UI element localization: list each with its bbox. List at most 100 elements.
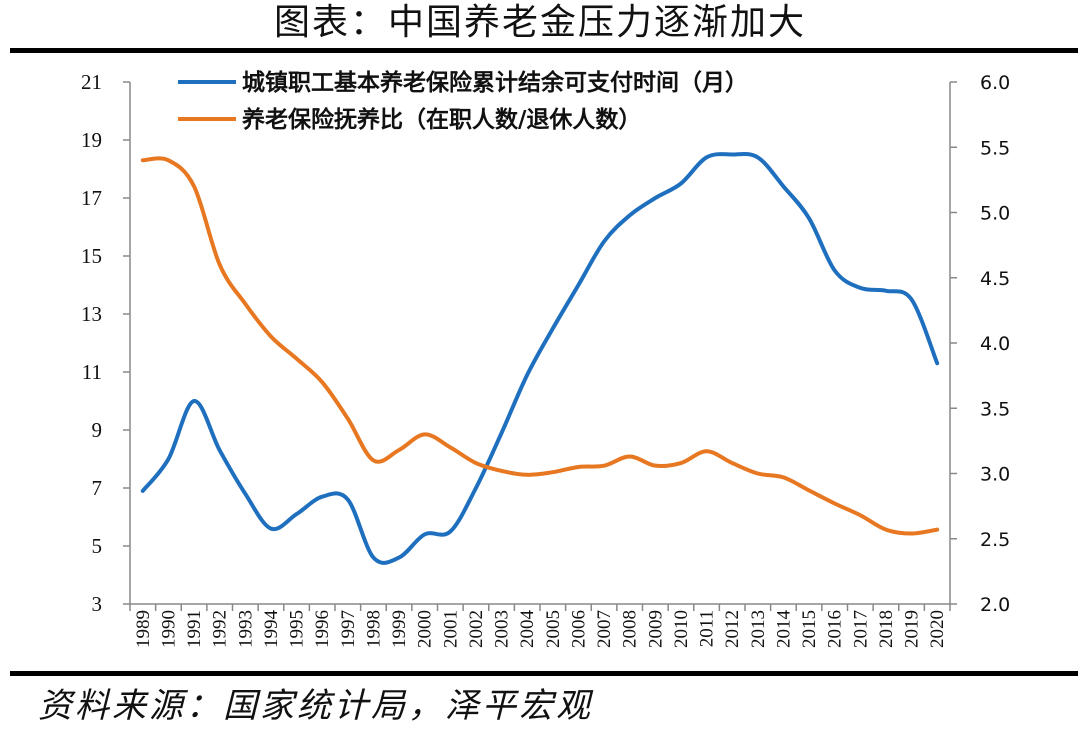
legend-label-2: 养老保险抚养比（在职人数/退休人数） — [241, 106, 641, 133]
chart-legend: 城镇职工基本养老保险累计结余可支付时间（月） 养老保险抚养比（在职人数/退休人数） — [178, 69, 748, 133]
dependency-ratio-point — [295, 357, 299, 361]
x-tick-label: 2015 — [799, 610, 820, 648]
payable-months-point — [884, 289, 888, 293]
payable-months-point — [653, 196, 657, 200]
y-right-tick-label: 4.0 — [980, 333, 1010, 355]
x-tick-label: 1995 — [287, 610, 308, 648]
dependency-ratio-point — [525, 473, 529, 477]
chart-series-lines — [140, 151, 940, 565]
payable-months-point — [371, 556, 375, 560]
payable-months-point — [576, 283, 580, 287]
dependency-ratio-point — [576, 465, 580, 469]
payable-months-point — [910, 298, 914, 302]
dependency-ratio-point — [474, 461, 478, 465]
x-tick-label: 2006 — [568, 610, 589, 648]
x-tick-label: 1994 — [261, 610, 282, 649]
payable-months-point — [807, 216, 811, 220]
dependency-ratio-point — [679, 461, 683, 465]
dependency-ratio-line — [140, 156, 940, 536]
y-left-tick-label: 7 — [92, 476, 103, 500]
payable-months-point — [781, 184, 785, 188]
dependency-ratio-point — [500, 469, 504, 473]
y-right-tick-label: 4.5 — [980, 268, 1010, 290]
x-tick-label: 2010 — [671, 610, 692, 648]
dependency-ratio-point — [423, 432, 427, 436]
x-tick-label: 1993 — [235, 610, 256, 648]
x-tick-label: 1992 — [210, 610, 231, 648]
x-tick-label: 2008 — [620, 610, 641, 648]
x-tick-label: 2014 — [773, 610, 794, 649]
dependency-ratio-point — [218, 263, 222, 267]
dependency-ratio-point — [730, 461, 734, 465]
x-tick-label: 2018 — [876, 610, 897, 648]
payable-months-point — [730, 153, 734, 157]
payable-months-point — [295, 512, 299, 516]
payable-months-point — [756, 155, 760, 159]
x-tick-label: 2016 — [825, 610, 846, 648]
x-tick-label: 2019 — [902, 610, 923, 648]
source-divider — [10, 671, 1078, 676]
payable-months-point — [705, 155, 709, 159]
payable-months-point — [602, 240, 606, 244]
dependency-ratio-point — [346, 417, 350, 421]
y-left-tick-label: 5 — [92, 534, 103, 558]
payable-months-point — [474, 486, 478, 490]
x-tick-label: 2009 — [645, 610, 666, 648]
payable-months-point — [858, 286, 862, 290]
title-divider — [10, 48, 1078, 53]
x-tick-label: 1996 — [312, 610, 333, 648]
payable-months-point — [269, 527, 273, 531]
dependency-ratio-point — [756, 472, 760, 476]
payable-months-point — [192, 399, 196, 403]
payable-months-point — [525, 373, 529, 377]
x-tick-label: 1998 — [363, 610, 384, 648]
x-tick-label: 2001 — [440, 610, 461, 648]
dependency-ratio-point — [371, 458, 375, 462]
x-tick-label: 1990 — [158, 610, 179, 648]
payable-months-point — [935, 361, 939, 365]
payable-months-point — [679, 182, 683, 186]
y-left-tick-label: 13 — [81, 302, 102, 326]
dependency-ratio-point — [807, 488, 811, 492]
x-tick-label: 2017 — [850, 610, 871, 648]
y-left-tick-label: 17 — [81, 186, 102, 210]
y-right-tick-label: 3.5 — [980, 398, 1010, 420]
y-right-tick-label: 6.0 — [980, 72, 1010, 94]
payable-months-point — [141, 489, 145, 493]
y-left-tick-label: 3 — [92, 592, 103, 616]
payable-months-point — [397, 556, 401, 560]
dependency-ratio-point — [653, 464, 657, 468]
dependency-ratio-point — [833, 502, 837, 506]
payable-months-point — [448, 530, 452, 534]
payable-months-line — [140, 151, 940, 565]
dependency-ratio-point — [910, 532, 914, 536]
chart-axes: 21 19 17 15 13 11 9 7 5 3 6.0 5.5 5.0 4.5 4.0 3.5 3.0 2.5… — [81, 70, 1010, 648]
payable-months-point — [500, 431, 504, 435]
x-tick-label: 1989 — [133, 610, 154, 648]
x-tick-label: 2011 — [697, 610, 718, 647]
dependency-ratio-point — [192, 184, 196, 188]
dependency-ratio-point — [320, 380, 324, 384]
dependency-ratio-point — [781, 475, 785, 479]
dependency-ratio-point — [602, 464, 606, 468]
payable-months-point — [218, 448, 222, 452]
payable-months-point — [551, 327, 555, 331]
y-left-tick-label: 9 — [92, 418, 103, 442]
dependency-ratio-point — [858, 513, 862, 517]
payable-months-point — [243, 492, 247, 496]
x-tick-label: 2003 — [492, 610, 513, 648]
x-tick-label: 2007 — [594, 610, 615, 648]
dependency-ratio-point — [141, 158, 145, 162]
chart-title: 图表：中国养老金压力逐渐加大 — [273, 2, 806, 43]
x-tick-label: 2012 — [722, 610, 743, 648]
x-tick-label: 2005 — [543, 610, 564, 648]
dependency-ratio-point — [243, 302, 247, 306]
dependency-ratio-point — [628, 455, 632, 459]
y-left-tick-label: 11 — [82, 360, 102, 384]
y-left-tick-label: 21 — [81, 70, 102, 94]
y-right-tick-label: 5.0 — [980, 203, 1010, 225]
y-right-tick-label: 2.0 — [980, 594, 1010, 616]
dependency-ratio-point — [397, 448, 401, 452]
payable-months-point — [166, 457, 170, 461]
